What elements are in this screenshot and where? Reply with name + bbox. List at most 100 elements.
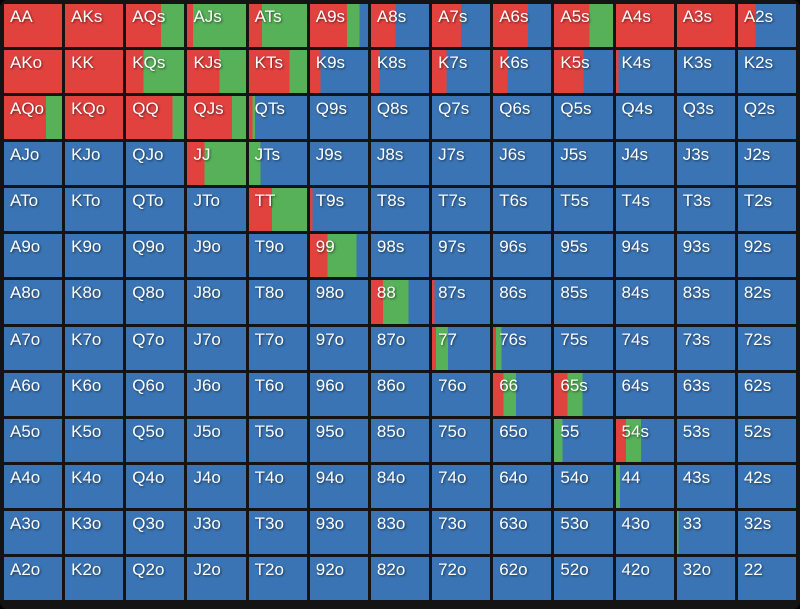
hand-cell-AQs[interactable]: AQs [126, 4, 185, 48]
hand-cell-74s[interactable]: 74s [615, 326, 674, 370]
hand-cell-KTs[interactable]: KTs [248, 50, 307, 94]
hand-cell-J6o[interactable]: J6o [187, 372, 246, 416]
hand-cell-TT[interactable]: TT [248, 188, 307, 232]
hand-cell-T9o[interactable]: T9o [248, 234, 307, 278]
hand-cell-Q8o[interactable]: Q8o [126, 280, 185, 324]
hand-cell-Q3o[interactable]: Q3o [126, 510, 185, 554]
hand-cell-77[interactable]: 77 [432, 326, 491, 370]
hand-cell-32o[interactable]: 32o [676, 556, 735, 600]
hand-cell-J3s[interactable]: J3s [676, 142, 735, 186]
hand-cell-74o[interactable]: 74o [432, 464, 491, 508]
hand-cell-Q7o[interactable]: Q7o [126, 326, 185, 370]
hand-cell-J5o[interactable]: J5o [187, 418, 246, 462]
hand-cell-A3o[interactable]: A3o [4, 510, 63, 554]
hand-cell-T4o[interactable]: T4o [248, 464, 307, 508]
hand-cell-94o[interactable]: 94o [309, 464, 368, 508]
hand-cell-K6o[interactable]: K6o [65, 372, 124, 416]
hand-cell-52o[interactable]: 52o [554, 556, 613, 600]
hand-cell-43s[interactable]: 43s [676, 464, 735, 508]
hand-cell-85s[interactable]: 85s [554, 280, 613, 324]
hand-cell-T9s[interactable]: T9s [309, 188, 368, 232]
hand-cell-ATo[interactable]: ATo [4, 188, 63, 232]
hand-cell-K7s[interactable]: K7s [432, 50, 491, 94]
hand-cell-A7s[interactable]: A7s [432, 4, 491, 48]
hand-cell-66[interactable]: 66 [493, 372, 552, 416]
hand-cell-K5s[interactable]: K5s [554, 50, 613, 94]
hand-cell-K9s[interactable]: K9s [309, 50, 368, 94]
hand-cell-82s[interactable]: 82s [737, 280, 796, 324]
hand-cell-87o[interactable]: 87o [370, 326, 430, 370]
hand-cell-T3s[interactable]: T3s [676, 188, 735, 232]
hand-cell-32s[interactable]: 32s [737, 510, 796, 554]
hand-cell-63s[interactable]: 63s [676, 372, 735, 416]
hand-cell-A6o[interactable]: A6o [4, 372, 63, 416]
hand-cell-K2o[interactable]: K2o [65, 556, 124, 600]
hand-cell-85o[interactable]: 85o [370, 418, 430, 462]
hand-cell-76s[interactable]: 76s [493, 326, 552, 370]
hand-cell-KK[interactable]: KK [65, 50, 124, 94]
hand-cell-Q6s[interactable]: Q6s [493, 96, 552, 140]
hand-cell-A6s[interactable]: A6s [493, 4, 552, 48]
hand-cell-43o[interactable]: 43o [615, 510, 674, 554]
hand-cell-42o[interactable]: 42o [615, 556, 674, 600]
hand-cell-75o[interactable]: 75o [432, 418, 491, 462]
hand-cell-72s[interactable]: 72s [737, 326, 796, 370]
hand-cell-J9o[interactable]: J9o [187, 234, 246, 278]
hand-cell-T7s[interactable]: T7s [432, 188, 491, 232]
hand-cell-83s[interactable]: 83s [676, 280, 735, 324]
hand-cell-KQo[interactable]: KQo [65, 96, 124, 140]
hand-cell-65s[interactable]: 65s [554, 372, 613, 416]
hand-cell-T2s[interactable]: T2s [737, 188, 796, 232]
hand-cell-62s[interactable]: 62s [737, 372, 796, 416]
hand-cell-AQo[interactable]: AQo [4, 96, 63, 140]
hand-cell-T7o[interactable]: T7o [248, 326, 307, 370]
hand-cell-22[interactable]: 22 [737, 556, 796, 600]
hand-cell-K4s[interactable]: K4s [615, 50, 674, 94]
hand-cell-98s[interactable]: 98s [370, 234, 430, 278]
hand-cell-97o[interactable]: 97o [309, 326, 368, 370]
hand-cell-Q9s[interactable]: Q9s [309, 96, 368, 140]
hand-cell-Q4o[interactable]: Q4o [126, 464, 185, 508]
hand-cell-83o[interactable]: 83o [370, 510, 430, 554]
hand-cell-AJs[interactable]: AJs [187, 4, 246, 48]
hand-cell-JTs[interactable]: JTs [248, 142, 307, 186]
hand-cell-53o[interactable]: 53o [554, 510, 613, 554]
hand-cell-Q8s[interactable]: Q8s [370, 96, 430, 140]
hand-cell-KJo[interactable]: KJo [65, 142, 124, 186]
hand-cell-A2o[interactable]: A2o [4, 556, 63, 600]
hand-cell-64o[interactable]: 64o [493, 464, 552, 508]
hand-cell-76o[interactable]: 76o [432, 372, 491, 416]
hand-cell-AA[interactable]: AA [4, 4, 63, 48]
hand-cell-86s[interactable]: 86s [493, 280, 552, 324]
hand-cell-A2s[interactable]: A2s [737, 4, 796, 48]
hand-cell-J7s[interactable]: J7s [432, 142, 491, 186]
hand-cell-K8o[interactable]: K8o [65, 280, 124, 324]
hand-cell-T5s[interactable]: T5s [554, 188, 613, 232]
hand-cell-A4o[interactable]: A4o [4, 464, 63, 508]
hand-cell-QQ[interactable]: QQ [126, 96, 185, 140]
hand-cell-A4s[interactable]: A4s [615, 4, 674, 48]
hand-cell-AKs[interactable]: AKs [65, 4, 124, 48]
hand-cell-J4s[interactable]: J4s [615, 142, 674, 186]
hand-cell-93o[interactable]: 93o [309, 510, 368, 554]
hand-cell-97s[interactable]: 97s [432, 234, 491, 278]
hand-cell-96s[interactable]: 96s [493, 234, 552, 278]
hand-cell-QJo[interactable]: QJo [126, 142, 185, 186]
hand-cell-AKo[interactable]: AKo [4, 50, 63, 94]
hand-cell-J3o[interactable]: J3o [187, 510, 246, 554]
hand-cell-33[interactable]: 33 [676, 510, 735, 554]
hand-cell-J7o[interactable]: J7o [187, 326, 246, 370]
hand-cell-K4o[interactable]: K4o [65, 464, 124, 508]
hand-cell-54s[interactable]: 54s [615, 418, 674, 462]
hand-cell-J8o[interactable]: J8o [187, 280, 246, 324]
hand-cell-K7o[interactable]: K7o [65, 326, 124, 370]
hand-cell-T8o[interactable]: T8o [248, 280, 307, 324]
hand-cell-62o[interactable]: 62o [493, 556, 552, 600]
hand-cell-AJo[interactable]: AJo [4, 142, 63, 186]
hand-cell-73o[interactable]: 73o [432, 510, 491, 554]
hand-cell-95o[interactable]: 95o [309, 418, 368, 462]
hand-cell-82o[interactable]: 82o [370, 556, 430, 600]
hand-cell-42s[interactable]: 42s [737, 464, 796, 508]
hand-cell-87s[interactable]: 87s [432, 280, 491, 324]
hand-cell-92o[interactable]: 92o [309, 556, 368, 600]
